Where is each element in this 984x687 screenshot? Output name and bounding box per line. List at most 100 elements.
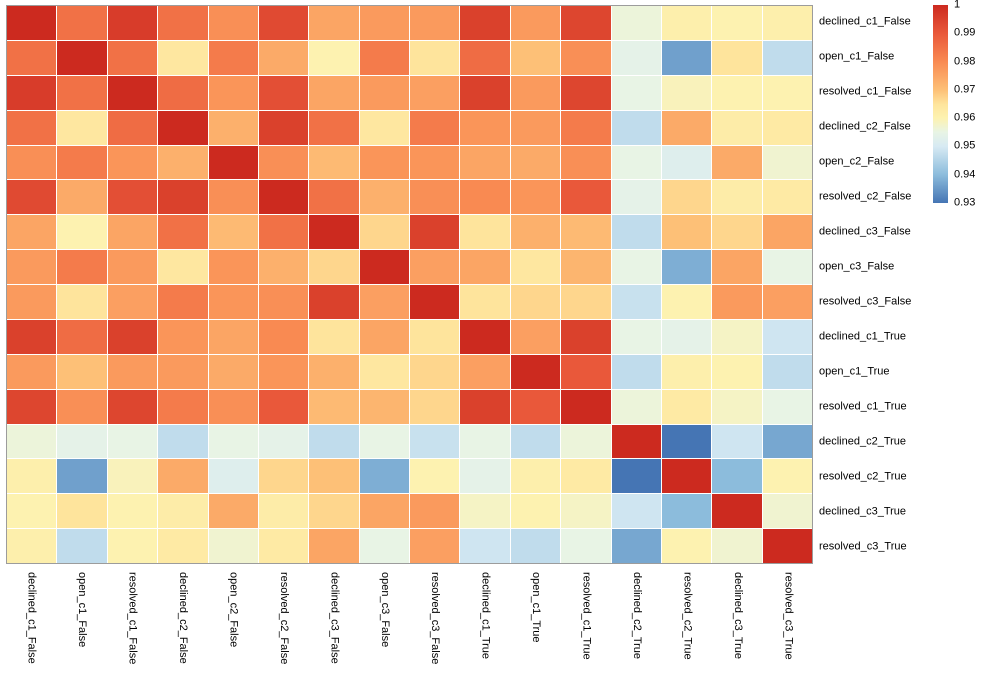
row-label: resolved_c2_False [819, 190, 912, 203]
heatmap-cell [611, 389, 661, 424]
heatmap-cell [208, 285, 258, 319]
heatmap-cell [611, 110, 661, 145]
heatmap-cell [258, 40, 309, 75]
heatmap-cell [359, 285, 409, 319]
heatmap-cell [309, 354, 359, 389]
heatmap-grid [6, 5, 813, 564]
heatmap-cell [561, 145, 611, 180]
heatmap-cell [410, 40, 460, 75]
heatmap-cell [712, 424, 762, 459]
heatmap-cell [762, 424, 812, 459]
heatmap-cell [460, 494, 510, 529]
heatmap-cell [208, 145, 258, 180]
heatmap-cell [611, 40, 661, 75]
heatmap-cell [712, 389, 762, 424]
heatmap-cell [661, 180, 712, 215]
heatmap-cell [57, 529, 107, 563]
heatmap-cell [762, 529, 812, 563]
heatmap-cell [57, 75, 107, 110]
column-label: open_c3_False [378, 572, 391, 648]
heatmap-cell [410, 459, 460, 494]
row-label: declined_c2_True [819, 435, 907, 448]
heatmap-cell [410, 250, 460, 284]
heatmap-cell [158, 319, 208, 354]
heatmap-cell [712, 250, 762, 284]
heatmap-cell [7, 354, 57, 389]
heatmap-cell [510, 75, 561, 110]
row-label: open_c1_False [819, 50, 895, 63]
heatmap-cell [561, 110, 611, 145]
heatmap-cell [309, 6, 359, 40]
heatmap-cell [460, 424, 510, 459]
heatmap-cell [712, 215, 762, 250]
heatmap-cell [561, 529, 611, 563]
heatmap-cell [661, 319, 712, 354]
heatmap-cell [410, 180, 460, 215]
heatmap-cell [410, 529, 460, 563]
row-label: declined_c3_True [819, 505, 907, 518]
heatmap-cell [309, 389, 359, 424]
heatmap-cell [460, 145, 510, 180]
colorbar-tick-label: 0.93 [954, 196, 976, 209]
column-label: resolved_c2_False [277, 572, 290, 665]
heatmap-cell [762, 75, 812, 110]
heatmap-cell [158, 424, 208, 459]
colorbar-tick-label: 0.99 [954, 26, 976, 39]
heatmap-cell [611, 319, 661, 354]
heatmap-cell [258, 529, 309, 563]
heatmap-cell [158, 529, 208, 563]
heatmap-cell [561, 215, 611, 250]
row-label: open_c2_False [819, 155, 895, 168]
heatmap-cell [611, 75, 661, 110]
heatmap-cell [561, 319, 611, 354]
colorbar-tick-label: 0.96 [954, 111, 976, 124]
heatmap-cell [57, 180, 107, 215]
heatmap-cell [258, 459, 309, 494]
heatmap-cell [561, 40, 611, 75]
heatmap-cell [561, 459, 611, 494]
heatmap-cell [158, 6, 208, 40]
column-label: declined_c1_True [479, 572, 492, 660]
heatmap-cell [762, 250, 812, 284]
heatmap-cell [712, 40, 762, 75]
heatmap-cell [661, 354, 712, 389]
heatmap-cell [158, 389, 208, 424]
heatmap-cell [762, 389, 812, 424]
heatmap-cell [762, 6, 812, 40]
row-label: resolved_c1_False [819, 85, 912, 98]
heatmap-cell [410, 389, 460, 424]
heatmap-cell [107, 110, 158, 145]
heatmap-cell [258, 145, 309, 180]
heatmap-cell [561, 180, 611, 215]
heatmap-cell [208, 40, 258, 75]
heatmap-cell [661, 6, 712, 40]
heatmap-cell [158, 145, 208, 180]
heatmap-cell [309, 40, 359, 75]
heatmap-cell [208, 215, 258, 250]
heatmap-cell [158, 459, 208, 494]
column-label: declined_c2_False [177, 572, 190, 664]
heatmap-cell [158, 285, 208, 319]
heatmap-cell [611, 250, 661, 284]
heatmap-cell [107, 529, 158, 563]
heatmap-cell [309, 285, 359, 319]
heatmap-cell [510, 6, 561, 40]
column-label: declined_c3_False [328, 572, 341, 664]
heatmap-cell [208, 180, 258, 215]
heatmap-cell [661, 215, 712, 250]
heatmap-cell [107, 145, 158, 180]
heatmap-cell [712, 6, 762, 40]
row-label: resolved_c3_False [819, 295, 912, 308]
heatmap-cell [510, 494, 561, 529]
heatmap-cell [57, 285, 107, 319]
heatmap-cell [57, 145, 107, 180]
heatmap-cell [158, 40, 208, 75]
heatmap-cell [57, 354, 107, 389]
heatmap-cell [359, 6, 409, 40]
heatmap-cell [7, 424, 57, 459]
heatmap-cell [611, 529, 661, 563]
column-label: resolved_c3_True [782, 572, 795, 660]
column-label: open_c1_False [76, 572, 89, 648]
colorbar-tick-label: 0.94 [954, 168, 976, 181]
